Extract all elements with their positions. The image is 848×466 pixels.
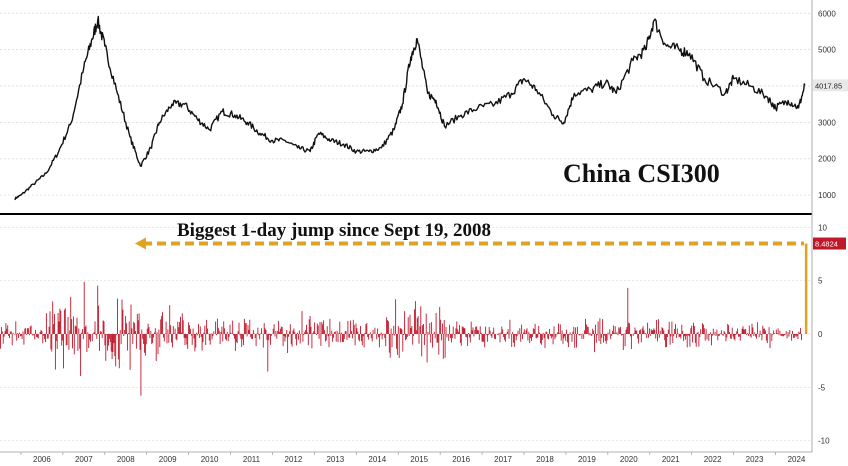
price-last-value-label: 4017.85 [815, 81, 842, 90]
x-axis-label: 2014 [368, 455, 386, 464]
x-axis-label: 2006 [33, 455, 51, 464]
returns-y-tick-label: 0 [818, 330, 823, 339]
x-axis-label: 2020 [620, 455, 638, 464]
annotation-arrow [134, 237, 808, 334]
annotation-text: Biggest 1-day jump since Sept 19, 2008 [177, 220, 491, 241]
x-axis-label: 2012 [285, 455, 303, 464]
chart-title: China CSI300 [563, 159, 720, 188]
x-axis-label: 2009 [159, 455, 177, 464]
price-line [14, 15, 806, 201]
x-axis-label: 2019 [578, 455, 596, 464]
x-axis-label: 2007 [75, 455, 93, 464]
x-axis-label: 2010 [201, 455, 219, 464]
x-axis-label: 2016 [452, 455, 470, 464]
return-last-value-label: 8.4824 [815, 240, 838, 249]
x-axis-label: 2024 [788, 455, 806, 464]
x-axis-label: 2021 [662, 455, 680, 464]
price-y-tick-label: 2000 [818, 155, 836, 164]
x-axis-labels: 2006 2007 2008 2009 2010 2011 2012 2013 2014 2015… [20, 452, 806, 464]
x-axis-label: 2022 [704, 455, 722, 464]
x-axis-label: 2017 [494, 455, 512, 464]
price-y-tick-label: 1000 [818, 191, 836, 200]
daily-return-bars [0, 243, 808, 396]
x-axis-label: 2023 [746, 455, 764, 464]
return-last-value-box [813, 237, 846, 250]
x-axis-label: 2011 [243, 455, 261, 464]
price-panel: 100020003000400050006000 4017.85 China C… [0, 9, 848, 201]
return-last-value-badge: 8.4824 [813, 237, 846, 250]
x-axis-label: 2015 [410, 455, 428, 464]
returns-y-axis: -10 -5 0 5 10 [818, 223, 830, 445]
price-y-tick-label: 5000 [818, 46, 836, 55]
x-axis-label: 2013 [326, 455, 344, 464]
returns-y-tick-label: -5 [818, 383, 826, 392]
annotation-arrow-head [134, 237, 146, 250]
returns-y-tick-label: 10 [818, 223, 827, 232]
price-last-value-box [813, 79, 848, 92]
price-last-value-badge: 4017.85 [813, 79, 848, 92]
price-y-tick-label: 3000 [818, 118, 836, 127]
x-axis-label: 2008 [117, 455, 135, 464]
returns-y-tick-label: -10 [818, 437, 830, 446]
returns-panel: -10 -5 0 5 10 8.4824 Biggest 1-day jump sinc… [0, 220, 846, 446]
returns-y-tick-label: 5 [818, 277, 823, 286]
x-axis-label: 2018 [536, 455, 554, 464]
price-y-tick-label: 6000 [818, 9, 836, 18]
